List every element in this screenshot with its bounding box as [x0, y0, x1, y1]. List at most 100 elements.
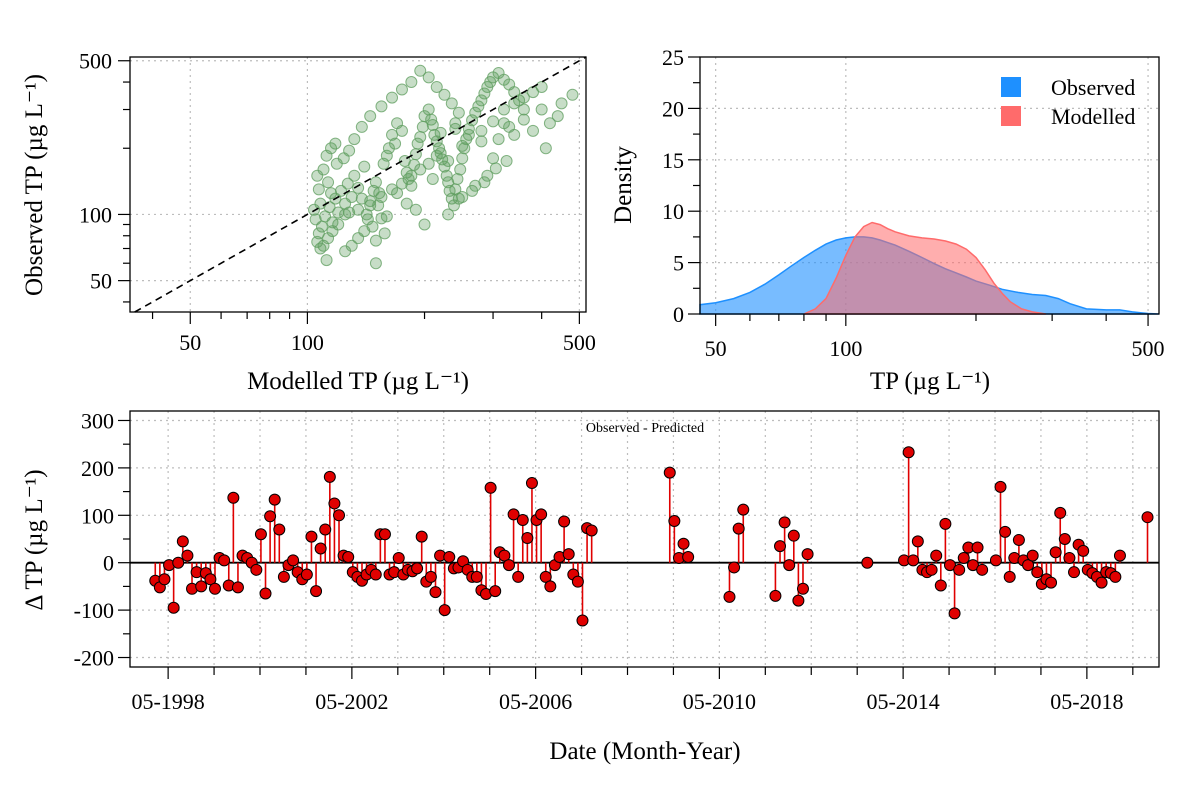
scatter-point	[492, 133, 505, 146]
residuals-x-ticks: 05-1998 05-2002 05-2006 05-2010 05-2014 05-20…	[131, 667, 1134, 714]
scatter-x-ticks: 50 100 500	[151, 312, 596, 355]
scatter-point	[500, 154, 513, 167]
residual-point	[976, 563, 989, 576]
residual-point	[1003, 570, 1016, 583]
scatter-point	[364, 110, 377, 123]
residual-point	[783, 559, 796, 572]
scatter-point	[320, 254, 333, 267]
residual-point	[392, 551, 405, 564]
scatter-point	[475, 124, 488, 137]
density-y-tick-label: 25	[662, 45, 684, 70]
residual-point	[801, 548, 814, 561]
residual-point	[971, 541, 984, 554]
scatter-point	[322, 176, 335, 189]
scatter-point	[352, 203, 365, 216]
scatter-point	[451, 172, 464, 185]
density-x-tick-label: 100	[829, 336, 862, 361]
residuals-y-axis-title: Δ TP (µg L⁻¹)	[21, 469, 48, 610]
scatter-point	[487, 115, 500, 128]
scatter-point	[330, 157, 343, 170]
residuals-y-tick-label: -100	[74, 598, 114, 623]
residuals-x-tick-label: 05-2002	[315, 689, 388, 714]
residual-point	[539, 570, 552, 583]
residual-point	[314, 542, 327, 555]
density-y-axis-title: Density	[610, 146, 637, 224]
residual-point	[484, 481, 497, 494]
scatter-point	[517, 113, 530, 126]
residual-point	[204, 573, 217, 586]
residual-point	[1113, 549, 1126, 562]
scatter-point	[348, 133, 361, 146]
scatter-point	[369, 257, 382, 270]
scatter-point	[452, 106, 465, 119]
scatter-plot-frame	[129, 56, 587, 313]
residual-point	[328, 497, 341, 510]
residuals-y-tick-label: 300	[81, 408, 114, 433]
residual-point	[443, 551, 456, 564]
scatter-point	[311, 235, 324, 248]
residual-point	[516, 514, 529, 527]
scatter-y-axis-title: Observed TP (µg L⁻¹)	[21, 74, 48, 296]
residual-point	[498, 549, 511, 562]
residual-point	[1063, 551, 1076, 564]
scatter-point	[339, 245, 352, 258]
scatter-point	[445, 97, 458, 110]
residuals-x-tick-label: 05-1998	[131, 689, 204, 714]
residual-point	[218, 554, 231, 567]
residual-point	[273, 523, 286, 536]
scatter-point	[400, 197, 413, 210]
scatter-point	[539, 142, 552, 155]
scatter-point	[422, 71, 435, 84]
density-legend: Observed Modelled	[1001, 75, 1135, 129]
residual-point	[1077, 544, 1090, 557]
residual-point	[176, 535, 189, 548]
residual-point	[787, 529, 800, 542]
scatter-point	[414, 64, 427, 77]
scatter-x-tick-label: 50	[179, 330, 201, 355]
residual-point	[1045, 576, 1058, 589]
residual-point	[792, 594, 805, 607]
scatter-x-tick-label: 500	[563, 330, 596, 355]
scatter-y-ticks: 50 100 500	[79, 49, 130, 303]
residual-point	[268, 493, 281, 506]
residual-point	[1109, 570, 1122, 583]
residual-point	[562, 548, 575, 561]
density-y-tick-label: 5	[673, 251, 684, 276]
scatter-point	[475, 94, 488, 107]
residual-point	[277, 570, 290, 583]
residuals-y-tick-label: 0	[103, 551, 114, 576]
scatter-point	[341, 177, 354, 190]
residual-point	[861, 556, 874, 569]
residual-point	[429, 586, 442, 599]
scatter-point	[395, 177, 408, 190]
scatter-point	[456, 152, 469, 165]
density-y-ticks: 0 5 10 15 20 25	[662, 45, 700, 327]
scatter-point	[426, 119, 439, 132]
scatter-point	[508, 128, 521, 141]
scatter-point	[430, 149, 443, 162]
residual-point	[502, 559, 515, 572]
scatter-point	[462, 128, 475, 141]
scatter-point	[414, 163, 427, 176]
residual-point	[208, 582, 221, 595]
residual-point	[966, 559, 979, 572]
scatter-point	[382, 142, 395, 155]
scatter-point	[535, 80, 548, 93]
scatter-point	[375, 191, 388, 204]
residual-stems	[149, 446, 1154, 627]
scatter-point	[386, 91, 399, 104]
residual-point	[287, 554, 300, 567]
scatter-point	[325, 142, 338, 155]
residuals-x-tick-label: 05-2018	[1050, 689, 1123, 714]
scatter-point	[352, 181, 365, 194]
residual-point	[167, 601, 180, 614]
scatter-y-tick-label: 50	[90, 269, 112, 294]
density-y-tick-label: 15	[662, 148, 684, 173]
scatter-point	[422, 103, 435, 116]
residual-point	[521, 532, 534, 545]
scatter-point	[414, 130, 427, 143]
scatter-point	[405, 76, 418, 89]
residuals-x-tick-label: 05-2014	[866, 689, 939, 714]
scatter-point	[395, 124, 408, 137]
residual-point	[195, 580, 208, 593]
